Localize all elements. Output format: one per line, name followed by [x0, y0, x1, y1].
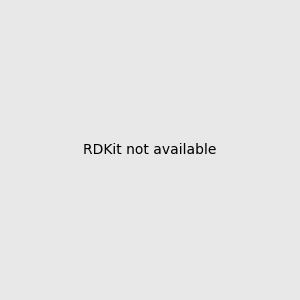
Text: RDKit not available: RDKit not available [83, 143, 217, 157]
